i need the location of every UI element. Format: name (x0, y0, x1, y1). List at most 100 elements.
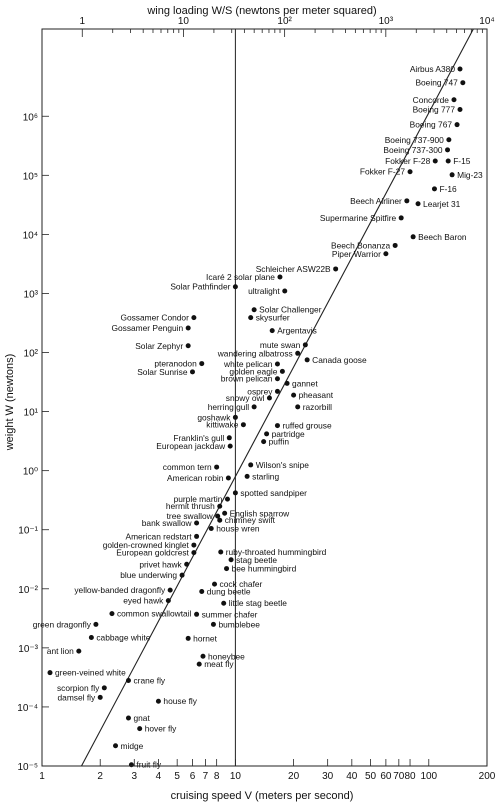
plot-frame (41, 28, 488, 767)
point-label-golden-eagle: golden eagle (229, 366, 277, 376)
point-little-stag-beetle (221, 600, 227, 606)
point-golden-crowned-kinglet (191, 542, 197, 548)
point-label-spotted-sandpiper: spotted sandpiper (240, 488, 307, 498)
point-schleicher-asw22b (333, 266, 339, 272)
point-label-english-sparrow: English sparrow (230, 508, 291, 518)
point-label-tree-swallow: tree swallow (167, 511, 214, 521)
x-tick-label-200: 200 (479, 771, 496, 782)
point-hermit-thrush (217, 503, 223, 509)
point-label-supermarine-spitfire: Supermarine Spitfire (320, 213, 397, 223)
point-crane-fly (125, 678, 131, 684)
point-label-privet-hawk: privet hawk (139, 559, 182, 569)
point-osprey (274, 388, 280, 394)
point-privet-hawk (184, 561, 190, 567)
point-wandering-albatross (295, 350, 301, 356)
x-tick-label-3: 3 (131, 771, 137, 782)
x-tick-label-4: 4 (156, 771, 162, 782)
point-label-chimney-swift: chimney swift (225, 515, 276, 525)
point-f-16 (431, 186, 437, 192)
point-ruby-throated-hummingbird (218, 549, 224, 555)
point-label-european-jackdaw: European jackdaw (156, 441, 226, 451)
x-tick-label-6: 6 (190, 771, 196, 782)
point-label-cock-chafer: cock chafer (220, 579, 263, 589)
y-tick-label-9: 10⁴ (23, 230, 38, 241)
point-goshawk (232, 414, 238, 420)
point-beech-airliner (404, 198, 410, 204)
x-tick-label-5: 5 (174, 771, 180, 782)
point-label-boeing-767: Boeing 767 (410, 120, 453, 130)
x2-tick-label-2: 10² (277, 16, 292, 27)
point-label-crane-fly: crane fly (133, 676, 165, 686)
point-chimney-swift (217, 517, 223, 523)
point-airbus-a380 (457, 66, 463, 72)
point-label-bumblebee: bumblebee (218, 619, 260, 629)
point-label-puffin: puffin (269, 437, 290, 447)
point-label-skysurfer: skysurfer (256, 313, 290, 323)
top-axis-title: wing loading W/S (newtons per meter squa… (146, 5, 376, 17)
point-cabbage-white (88, 634, 94, 640)
point-label-boeing-737-300: Boeing 737-300 (383, 145, 442, 155)
point-stag-beetle (228, 557, 234, 563)
point-common-swallowtail (109, 611, 115, 617)
y-tick-label-0: 10⁻⁵ (17, 762, 38, 773)
point-label-fokker-f-27: Fokker F-27 (360, 167, 405, 177)
point-label-green-dragonfly: green dragonfly (33, 619, 92, 629)
point-icar-2-solar-plane (277, 274, 283, 280)
x-tick-label-50: 50 (365, 771, 377, 782)
point-bee-hummingbird (224, 566, 230, 572)
point-golden-eagle (279, 368, 285, 374)
point-label-house-fly: house fly (163, 696, 197, 706)
point-beech-baron (410, 234, 416, 240)
point-label-summer-chafer: summer chafer (202, 609, 258, 619)
x-tick-label-1: 1 (39, 771, 45, 782)
point-label-solar-pathfinder: Solar Pathfinder (170, 282, 230, 292)
point-gnat (125, 715, 131, 721)
point-english-sparrow (222, 510, 228, 516)
x-tick-label-80: 80 (404, 771, 416, 782)
x-tick-label-60: 60 (380, 771, 392, 782)
x-tick-label-70: 70 (393, 771, 405, 782)
point-label-gannet: gannet (292, 378, 318, 388)
point-wilson-s-snipe (248, 462, 254, 468)
point-label-white-pelican: white pelican (223, 359, 273, 369)
point-argentavis (269, 328, 275, 334)
point-blue-underwing (179, 572, 185, 578)
point-label-common-tern: common tern (163, 462, 212, 472)
point-label-hermit-thrush: hermit thrush (166, 501, 215, 511)
point-label-green-veined-white: green-veined white (55, 668, 126, 678)
point-american-robin (225, 475, 231, 481)
point-label-scorpion-fly: scorpion fly (57, 683, 100, 693)
point-gossamer-penguin (185, 325, 191, 331)
x2-tick-label-1: 10 (178, 16, 190, 27)
point-label-hover-fly: hover fly (145, 724, 177, 734)
point-label-ruffed-grouse: ruffed grouse (282, 421, 332, 431)
point-learjet-31 (415, 201, 421, 207)
point-label-learjet-31: Learjet 31 (423, 199, 461, 209)
point-piper-warrior (383, 251, 389, 257)
trend-line (80, 28, 474, 767)
point-label-goshawk: goshawk (197, 412, 231, 422)
point-gossamer-condor (191, 315, 197, 321)
point-house-fly (155, 698, 161, 704)
point-f-15 (445, 158, 451, 164)
point-mig-23 (449, 172, 455, 178)
point-spotted-sandpiper (232, 490, 238, 496)
point-razorbill (295, 404, 301, 410)
point-label-dung-beetle: dung beetle (207, 586, 251, 596)
x-tick-label-8: 8 (214, 771, 220, 782)
x-tick-label-100: 100 (420, 771, 437, 782)
point-label-ruby-throated-hummingbird: ruby-throated hummingbird (226, 547, 327, 557)
point-label-boeing-777: Boeing 777 (413, 105, 456, 115)
point-label-european-goldcrest: European goldcrest (116, 548, 189, 558)
point-label-fokker-f-28: Fokker F-28 (385, 156, 430, 166)
point-label-mig-23: Mig-23 (457, 170, 483, 180)
x-tick-label-2: 2 (97, 771, 103, 782)
point-label-blue-underwing: blue underwing (120, 570, 177, 580)
point-label-snowy-owl: snowy owl (226, 393, 265, 403)
point-label-hornet: hornet (193, 633, 217, 643)
point-snowy-owl (266, 395, 272, 401)
point-boeing-737-900 (446, 137, 452, 143)
point-label-brown-pelican: brown pelican (221, 374, 273, 384)
point-label-american-robin: American robin (167, 473, 224, 483)
